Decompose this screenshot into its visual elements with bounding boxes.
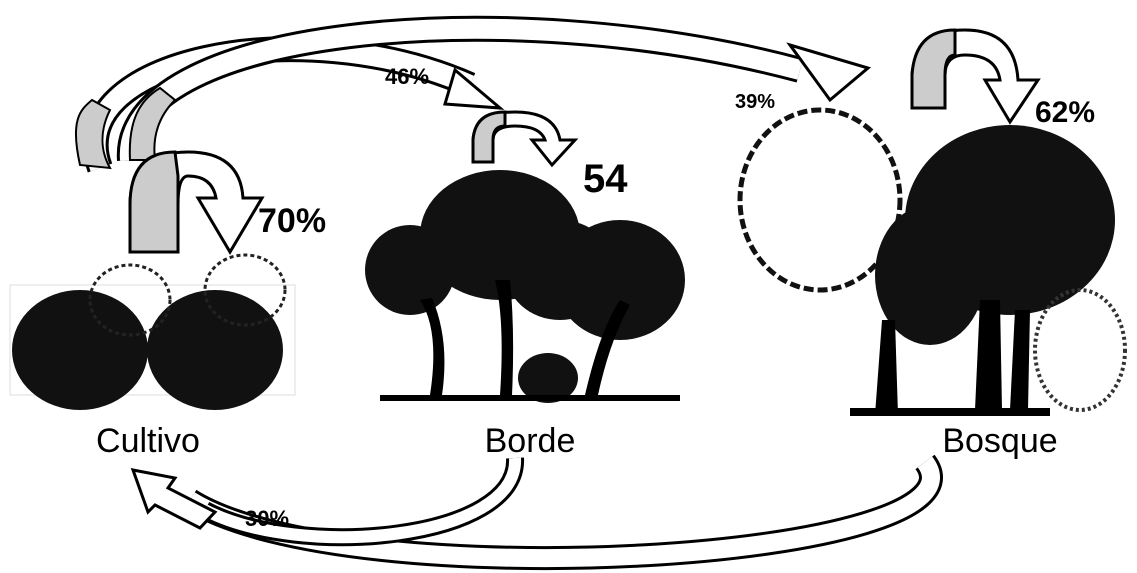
edge-label: 30% xyxy=(245,506,289,531)
borde-trees xyxy=(365,170,685,403)
edge-label: 46% xyxy=(385,64,429,89)
self-loop-label: 54 xyxy=(583,157,628,201)
edge-arrows-top xyxy=(75,15,872,173)
self-loop-label: 70% xyxy=(258,202,326,240)
node-label: Cultivo xyxy=(96,422,200,460)
node-label: Borde xyxy=(485,422,576,460)
node-label: Bosque xyxy=(942,422,1057,460)
bosque-trees xyxy=(737,107,1127,416)
edge-arrows-bottom xyxy=(130,454,943,571)
edge-label: 39% xyxy=(735,91,775,113)
self-loop-label: 62% xyxy=(1035,96,1095,129)
cultivo-trees xyxy=(9,253,296,410)
self-loop-arrows xyxy=(128,28,1041,255)
